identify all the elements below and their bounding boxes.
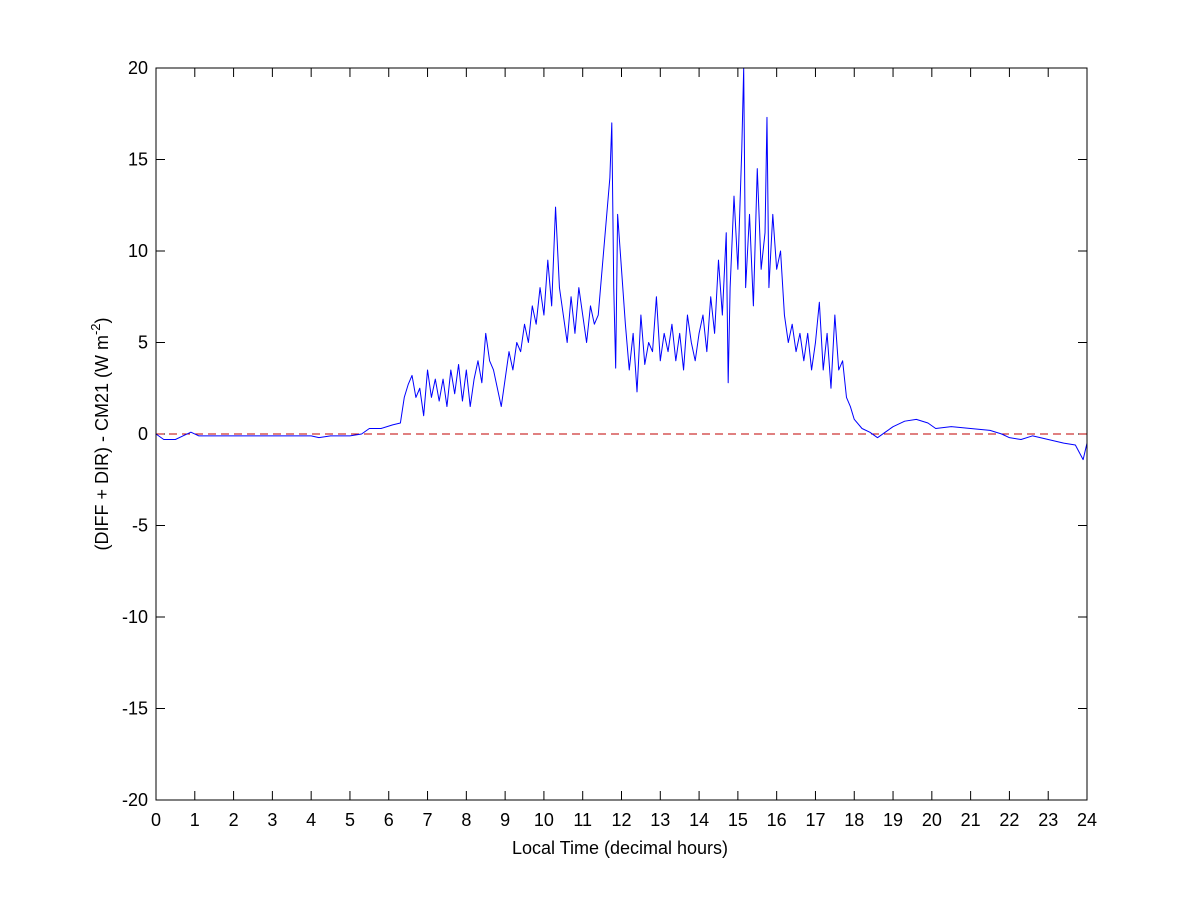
x-tick-label: 0 [151, 810, 161, 830]
y-label-end: ) [92, 317, 112, 323]
x-tick-label: 23 [1038, 810, 1058, 830]
x-tick-label: 3 [267, 810, 277, 830]
y-tick-label: -20 [122, 790, 148, 810]
x-tick-label: 15 [728, 810, 748, 830]
x-tick-label: 18 [844, 810, 864, 830]
y-label-main: (DIFF + DIR) - CM21 (W m [92, 335, 112, 550]
x-axis-label: Local Time (decimal hours) [512, 838, 728, 858]
x-tick-label: 22 [999, 810, 1019, 830]
y-tick-label: -5 [132, 516, 148, 536]
x-tick-label: 9 [500, 810, 510, 830]
x-tick-label: 4 [306, 810, 316, 830]
x-tick-label: 21 [961, 810, 981, 830]
y-tick-label: 15 [128, 150, 148, 170]
y-tick-label: 0 [138, 424, 148, 444]
x-tick-label: 8 [461, 810, 471, 830]
x-tick-label: 20 [922, 810, 942, 830]
x-tick-label: 11 [573, 810, 592, 830]
x-tick-label: 6 [384, 810, 394, 830]
y-label-sup: -2 [88, 323, 103, 335]
x-tick-label: 19 [883, 810, 903, 830]
x-tick-label: 5 [345, 810, 355, 830]
plot-frame [155, 67, 1088, 801]
data-line [155, 67, 1088, 461]
y-tick-label: 10 [128, 241, 148, 261]
x-tick-label: 7 [423, 810, 433, 830]
x-tick-label: 10 [534, 810, 554, 830]
x-tick-label: 14 [689, 810, 709, 830]
y-tick-label: 5 [138, 333, 148, 353]
y-axis-label: (DIFF + DIR) - CM21 (W m-2) [88, 317, 112, 550]
x-tick-label: 16 [767, 810, 787, 830]
x-tick-label: 24 [1077, 810, 1097, 830]
x-tick-label: 1 [190, 810, 200, 830]
y-tick-label: 20 [128, 58, 148, 78]
x-tick-label: 17 [805, 810, 825, 830]
x-tick-label: 13 [650, 810, 670, 830]
y-tick-label: -10 [122, 607, 148, 627]
x-tick-label: 12 [611, 810, 631, 830]
y-tick-label: -15 [122, 699, 148, 719]
x-tick-label: 2 [229, 810, 239, 830]
